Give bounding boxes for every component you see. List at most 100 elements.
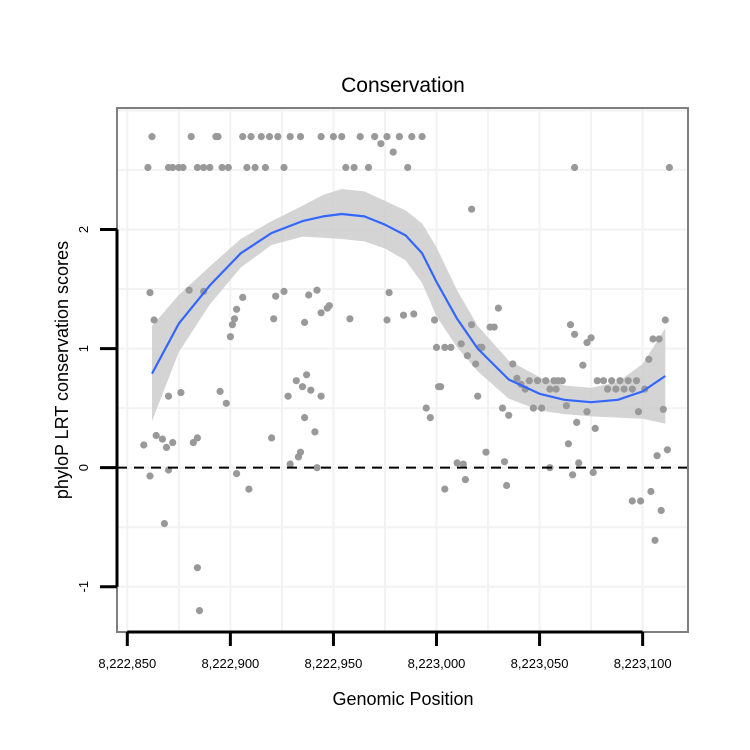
data-point xyxy=(571,163,579,172)
data-point xyxy=(222,399,230,407)
data-point xyxy=(552,385,560,393)
data-point xyxy=(389,148,397,156)
data-point xyxy=(146,289,154,297)
data-point xyxy=(634,408,643,416)
data-points xyxy=(140,133,674,615)
data-point xyxy=(350,163,358,172)
data-point xyxy=(301,318,309,326)
x-axis: 8,222,850 8,222,900 8,222,950 8,223,000 8,22… xyxy=(98,630,672,671)
data-point xyxy=(505,411,513,419)
chart-title: Conservation xyxy=(341,74,465,97)
data-point xyxy=(329,133,337,141)
data-point xyxy=(657,506,665,515)
data-point xyxy=(317,133,325,141)
data-point xyxy=(245,485,253,493)
data-point xyxy=(305,291,313,299)
data-point xyxy=(274,133,282,141)
x-tick-label: 8,223,100 xyxy=(614,656,672,671)
data-point xyxy=(432,343,441,351)
data-point xyxy=(303,371,311,379)
data-point xyxy=(410,310,418,318)
data-point xyxy=(296,133,305,141)
data-point xyxy=(301,414,309,422)
data-point xyxy=(404,163,412,172)
data-point xyxy=(261,163,269,172)
data-point xyxy=(179,163,187,172)
data-point xyxy=(589,468,597,476)
data-point xyxy=(148,133,156,141)
data-point xyxy=(214,133,222,141)
data-point xyxy=(612,385,620,393)
data-point xyxy=(447,343,455,351)
data-point xyxy=(185,286,193,294)
y-tick-label: 0 xyxy=(76,464,91,471)
data-point xyxy=(395,133,403,141)
data-point xyxy=(313,286,321,294)
data-point xyxy=(498,404,507,412)
data-point xyxy=(651,536,659,544)
data-point xyxy=(604,385,612,393)
data-point xyxy=(228,321,236,329)
data-point xyxy=(546,385,554,393)
data-point xyxy=(533,377,542,385)
data-point xyxy=(661,316,669,324)
data-point xyxy=(251,163,259,172)
data-point xyxy=(280,163,288,172)
data-point xyxy=(265,133,274,141)
plot-background xyxy=(117,108,688,632)
data-point xyxy=(364,163,373,172)
data-point xyxy=(587,334,595,342)
data-point xyxy=(653,452,661,460)
data-point xyxy=(399,311,408,319)
data-point xyxy=(579,361,587,369)
data-point xyxy=(307,386,315,394)
data-point xyxy=(482,448,490,456)
data-point xyxy=(645,355,653,363)
data-point xyxy=(272,292,280,300)
data-point xyxy=(152,431,160,440)
data-point xyxy=(408,133,416,141)
data-point xyxy=(468,205,476,213)
data-point xyxy=(463,352,471,360)
data-point xyxy=(562,402,571,410)
data-point xyxy=(608,377,616,385)
data-point xyxy=(218,163,226,172)
y-tick-label: -1 xyxy=(76,581,91,593)
data-point xyxy=(472,360,480,368)
data-point xyxy=(346,315,354,323)
data-point xyxy=(542,377,550,385)
data-point xyxy=(247,133,255,141)
data-point xyxy=(457,340,465,348)
data-point xyxy=(377,140,385,148)
y-tick-label: 1 xyxy=(76,345,91,352)
data-point xyxy=(195,607,204,615)
x-tick-label: 8,222,850 xyxy=(98,656,156,671)
data-point xyxy=(286,460,294,468)
data-point xyxy=(298,383,307,391)
data-point xyxy=(500,458,509,466)
data-point xyxy=(474,392,482,400)
data-point xyxy=(342,163,350,172)
data-point xyxy=(164,392,173,400)
data-point xyxy=(426,414,434,422)
data-point xyxy=(158,435,166,443)
data-point xyxy=(317,392,325,400)
data-point xyxy=(564,440,573,448)
data-point xyxy=(591,424,599,432)
data-point xyxy=(160,520,168,528)
data-point xyxy=(383,316,391,324)
data-point xyxy=(583,339,591,347)
data-point xyxy=(437,383,445,391)
data-point xyxy=(569,471,577,479)
data-point xyxy=(490,323,498,331)
data-point xyxy=(280,287,288,295)
data-point xyxy=(224,163,232,172)
data-point xyxy=(503,481,511,490)
data-point xyxy=(655,335,663,343)
data-point xyxy=(193,163,201,172)
x-tick-label: 8,223,050 xyxy=(511,656,569,671)
data-point xyxy=(525,377,533,385)
data-point xyxy=(459,460,467,468)
data-point xyxy=(571,330,579,338)
data-point xyxy=(292,377,300,385)
